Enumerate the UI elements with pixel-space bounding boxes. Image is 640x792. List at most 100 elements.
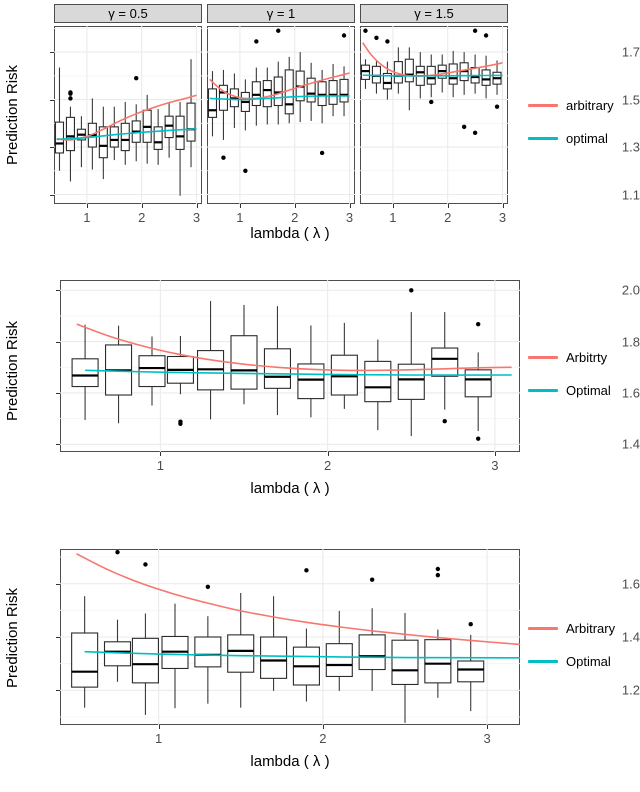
x-tick-mark [327, 452, 329, 456]
y-tick-mark [56, 637, 60, 638]
curve-optimal [209, 95, 350, 101]
x-tick-mark [196, 204, 198, 208]
legend-item-arbitrary[interactable]: arbitrary [528, 98, 614, 113]
facet-strip-label: γ = 1 [207, 4, 355, 23]
y-tick-label: 1.2 [621, 682, 640, 698]
legend-item-arbitrary[interactable]: Arbitrty [528, 350, 611, 365]
x-tick-mark [494, 452, 496, 456]
boxplot-canvas-middle [60, 280, 520, 452]
legend-label: Optimal [566, 383, 611, 398]
x-tick-label: 1 [389, 210, 397, 225]
x-axis-title-top: lambda ( λ ) [250, 225, 330, 242]
x-axis-title-middle: lambda ( λ ) [250, 480, 330, 497]
x-tick-mark [86, 204, 88, 208]
legend-item-optimal[interactable]: optimal [528, 131, 614, 146]
x-tick-label: 1 [83, 210, 91, 225]
y-axis-title-top: Prediction Risk [4, 64, 21, 166]
x-tick-label: 2 [138, 210, 146, 225]
facet-panel-2 [207, 26, 355, 204]
x-tick-mark [294, 204, 296, 208]
x-tick-label: 1 [236, 210, 244, 225]
x-tick-label: 3 [483, 731, 491, 746]
curve-optimal [362, 74, 503, 77]
x-tick-label: 1 [154, 731, 163, 746]
curve-arbitrary [209, 72, 350, 100]
curve-arbitrary [76, 323, 512, 372]
y-tick-mark [56, 392, 60, 394]
y-tick-label: 2.0 [621, 282, 640, 298]
x-tick-label: 1 [156, 458, 164, 473]
x-tick-label: 3 [345, 210, 354, 225]
legend-item-arbitrary[interactable]: Arbitrary [528, 621, 615, 636]
legend-key-arbitrary-icon [528, 356, 558, 359]
legend-item-optimal[interactable]: Optimal [528, 654, 615, 669]
legend-label: Arbitrary [566, 621, 616, 636]
legend-item-optimal[interactable]: Optimal [528, 383, 611, 398]
legend-key-optimal-icon [528, 389, 558, 392]
y-tick-label: 1.6 [621, 576, 640, 592]
x-tick-mark [158, 725, 160, 729]
legend-label: arbitrary [566, 98, 614, 113]
facet-strip-label: γ = 1.5 [360, 4, 508, 23]
legend-middle: Arbitrty Optimal [528, 350, 611, 398]
x-tick-mark [160, 452, 162, 456]
y-tick-mark [56, 290, 60, 292]
legend-key-arbitrary-icon [528, 104, 558, 107]
x-tick-mark [487, 725, 489, 729]
y-axis-title-bottom: Prediction Risk [4, 587, 21, 689]
legend-label: optimal [566, 131, 608, 146]
x-tick-label: 3 [498, 210, 507, 225]
y-tick-label: 1.4 [621, 629, 640, 645]
x-tick-label: 3 [491, 458, 499, 473]
y-tick-mark [50, 99, 54, 101]
plot-canvas [207, 26, 355, 204]
plot-canvas [60, 280, 520, 452]
x-axis-title-bottom: lambda ( λ ) [250, 753, 330, 770]
y-tick-mark [50, 194, 54, 196]
panel-middle: Prediction Risk 1.4 1.6 1.8 2.0 1 2 3 lambda … [0, 258, 640, 513]
panel-bottom: Prediction Risk 1.2 1.4 1.6 1 2 3 lambda ( λ… [0, 523, 640, 792]
x-tick-label: 2 [444, 210, 452, 225]
x-tick-label: 2 [319, 731, 327, 746]
y-tick-label: 1.5 [621, 92, 640, 108]
y-tick-label: 1.8 [621, 334, 640, 350]
y-tick-label: 1.4 [621, 436, 640, 452]
legend-top: arbitrary optimal [528, 98, 614, 146]
boxplot-canvas-bottom [60, 549, 520, 725]
y-tick-label: 1.1 [621, 187, 640, 202]
legend-key-optimal-icon [528, 660, 558, 663]
x-tick-mark [349, 204, 351, 208]
y-tick-label: 1.7 [621, 44, 640, 60]
plot-canvas [360, 26, 508, 204]
facet-panel-3 [360, 26, 508, 204]
x-tick-label: 2 [324, 458, 332, 473]
x-tick-mark [239, 204, 241, 208]
curve-arbitrary [76, 553, 520, 646]
y-tick-label: 1.6 [621, 385, 640, 401]
plot-canvas [60, 549, 520, 725]
y-tick-mark [50, 147, 54, 149]
legend-key-optimal-icon [528, 137, 558, 140]
y-axis-title-middle: Prediction Risk [4, 320, 21, 422]
legend-key-arbitrary-icon [528, 627, 558, 630]
y-tick-label: 1.3 [621, 139, 640, 155]
x-tick-label: 2 [291, 210, 299, 225]
curve-optimal [84, 650, 520, 659]
y-tick-mark [56, 444, 60, 446]
legend-label: Optimal [566, 654, 611, 669]
x-tick-mark [322, 725, 324, 729]
x-tick-mark [141, 204, 143, 208]
legend-label: Arbitrty [566, 350, 608, 365]
panel-top-faceted: Prediction Risk 1.1 1.3 1.5 1.7 γ = 0.5 γ = … [0, 0, 640, 250]
legend-bottom: Arbitrary Optimal [528, 621, 615, 669]
curve-optimal [56, 127, 197, 141]
y-tick-mark [56, 341, 60, 343]
y-tick-mark [56, 583, 60, 585]
x-tick-mark [502, 204, 504, 208]
facet-strip-label: γ = 0.5 [54, 4, 202, 23]
plot-canvas [54, 26, 202, 204]
facet-panel-1 [54, 26, 202, 204]
curve-optimal [85, 369, 512, 376]
y-tick-mark [50, 52, 54, 54]
